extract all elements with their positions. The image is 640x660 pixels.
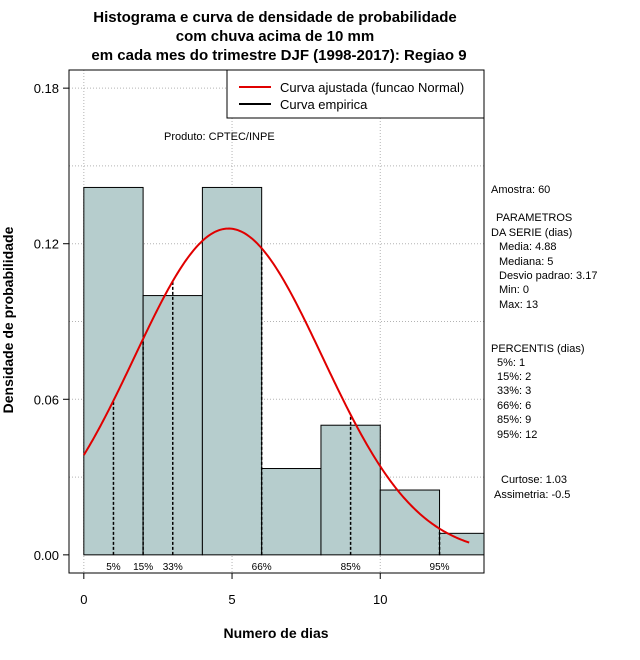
x-tick-label-0: 0 [80,592,87,607]
product-annotation: Produto: CPTEC/INPE [164,131,275,143]
stats-percentis-title: PERCENTIS (dias) [491,343,585,355]
legend: Curva ajustada (funcao Normal) Curva emp… [226,69,485,119]
stats-param-mean: Media: 4.88 [499,241,556,253]
y-axis: 0.00 0.06 0.12 0.18 [34,81,69,563]
stats-kurtosis: Curtose: 1.03 [501,474,567,486]
y-tick-label-3: 0.18 [34,81,59,96]
stats-percentil-85: 85%: 9 [497,414,531,426]
histogram-bars [83,186,485,556]
x-axis: 0 5 10 [80,573,387,607]
x-tick-label-2: 10 [373,592,387,607]
stats-percentil-15: 15%: 2 [497,371,531,383]
percentile-label-0: 5% [106,562,121,573]
percentile-label-5: 95% [430,562,450,573]
percentile-label-1: 15% [133,562,153,573]
chart-title-line-1: Histograma e curva de densidade de proba… [93,9,456,26]
y-tick-label-1: 0.06 [34,392,59,407]
percentile-label-2: 33% [163,562,183,573]
histogram-bar-3 [261,468,322,556]
y-tick-label-2: 0.12 [34,237,59,252]
legend-label-empirical: Curva empirica [280,97,368,112]
legend-box [226,69,485,119]
stats-skewness: Assimetria: -0.5 [494,489,570,501]
stats-percentil-95: 95%: 12 [497,429,537,441]
x-tick-label-1: 5 [228,592,235,607]
legend-label-normal: Curva ajustada (funcao Normal) [280,80,464,95]
y-tick-label-0: 0.00 [34,548,59,563]
x-axis-title: Numero de dias [223,625,328,641]
normal-curve [82,227,470,544]
chart-title-line-3: em cada mes do trimestre DJF (1998-2017)… [91,47,466,64]
stats-param-sd: Desvio padrao: 3.17 [499,270,597,282]
chart-title-line-2: com chuva acima de 10 mm [176,28,374,45]
stats-percentil-66: 66%: 6 [497,400,531,412]
stats-sample: Amostra: 60 [491,184,550,196]
y-axis-title: Densidade de probabilidade [0,226,16,413]
stats-panel: Amostra: 60 PARAMETROS DA SERIE (dias) M… [491,184,597,501]
percentile-label-4: 85% [341,562,361,573]
stats-percentil-5: 5%: 1 [497,357,525,369]
stats-param-min: Min: 0 [499,284,529,296]
stats-params-title-1: PARAMETROS [493,212,572,224]
stats-param-max: Max: 13 [499,299,538,311]
stats-percentil-33: 33%: 3 [497,385,531,397]
histogram-bar-2 [201,186,263,556]
percentile-lines: 5% 15% 33% 66% 85% 95% [106,248,450,573]
histogram-bar-6 [439,532,485,556]
stats-param-median: Mediana: 5 [499,256,553,268]
stats-params-title-2: DA SERIE (dias) [491,227,572,239]
percentile-label-3: 66% [252,562,272,573]
